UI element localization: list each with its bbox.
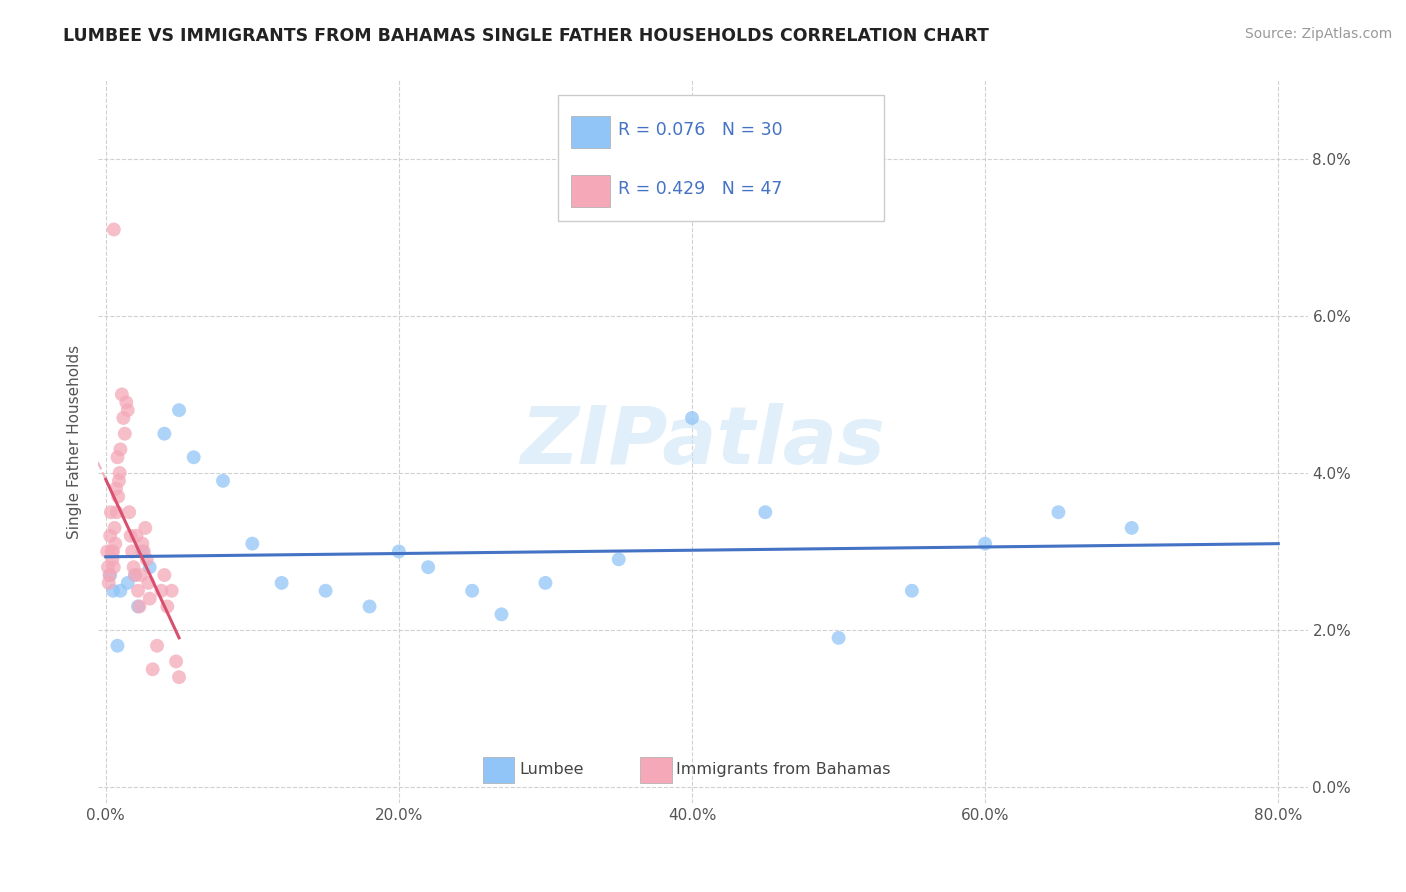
Text: LUMBEE VS IMMIGRANTS FROM BAHAMAS SINGLE FATHER HOUSEHOLDS CORRELATION CHART: LUMBEE VS IMMIGRANTS FROM BAHAMAS SINGLE… [63,27,990,45]
Text: Source: ZipAtlas.com: Source: ZipAtlas.com [1244,27,1392,41]
Point [534,575,557,590]
Point [491,607,513,622]
FancyBboxPatch shape [571,117,610,148]
Point [134,521,156,535]
Point [98,529,121,543]
Point [107,450,129,465]
Point [101,544,124,558]
Point [108,466,131,480]
Point [110,583,132,598]
FancyBboxPatch shape [640,756,672,782]
Point [136,575,159,590]
Point [418,560,440,574]
Point [100,505,122,519]
Point [96,544,118,558]
Point [131,544,153,558]
Point [132,544,155,558]
Point [974,536,997,550]
Point [103,222,125,236]
Point [461,583,484,598]
Point [127,583,149,598]
Point [120,529,142,543]
Point [160,583,183,598]
Point [103,560,125,574]
Point [901,583,924,598]
Point [125,529,148,543]
Point [754,505,776,519]
Point [183,450,205,465]
Text: R = 0.429   N = 47: R = 0.429 N = 47 [619,179,783,198]
Y-axis label: Single Father Households: Single Father Households [67,344,83,539]
Point [112,411,135,425]
Point [167,403,190,417]
Point [153,568,176,582]
Point [101,583,124,598]
Point [135,552,157,566]
Point [142,662,165,676]
Text: ZIPatlas: ZIPatlas [520,402,886,481]
Point [124,568,146,582]
Point [117,575,139,590]
Point [97,575,120,590]
Point [681,411,703,425]
Point [607,552,630,566]
Point [153,426,176,441]
Point [124,568,146,582]
Point [105,482,128,496]
Point [98,568,121,582]
Point [107,639,129,653]
Point [146,639,169,653]
Point [138,560,160,574]
Point [388,544,411,558]
Point [270,575,292,590]
Point [165,655,187,669]
Point [97,560,120,574]
Point [1121,521,1143,535]
Point [121,544,143,558]
Point [118,505,141,519]
Text: Immigrants from Bahamas: Immigrants from Bahamas [676,762,891,777]
Point [1047,505,1070,519]
Point [167,670,190,684]
FancyBboxPatch shape [571,175,610,207]
Point [107,490,129,504]
Point [127,599,149,614]
Point [117,403,139,417]
Point [98,568,121,582]
Text: R = 0.076   N = 30: R = 0.076 N = 30 [619,121,783,139]
Point [129,568,152,582]
Text: Lumbee: Lumbee [519,762,583,777]
Point [108,474,131,488]
Point [110,442,132,457]
Point [128,599,150,614]
Point [101,552,124,566]
Point [138,591,160,606]
Point [827,631,849,645]
Point [114,426,136,441]
FancyBboxPatch shape [558,95,884,221]
Point [115,395,138,409]
Point [100,544,122,558]
Point [150,583,173,598]
Point [131,536,153,550]
Point [212,474,235,488]
Point [315,583,337,598]
FancyBboxPatch shape [482,756,515,782]
Point [122,560,145,574]
Point [240,536,263,550]
Point [104,536,127,550]
Point [103,521,125,535]
Point [156,599,179,614]
Point [111,387,134,401]
Point [359,599,381,614]
Point [105,505,128,519]
